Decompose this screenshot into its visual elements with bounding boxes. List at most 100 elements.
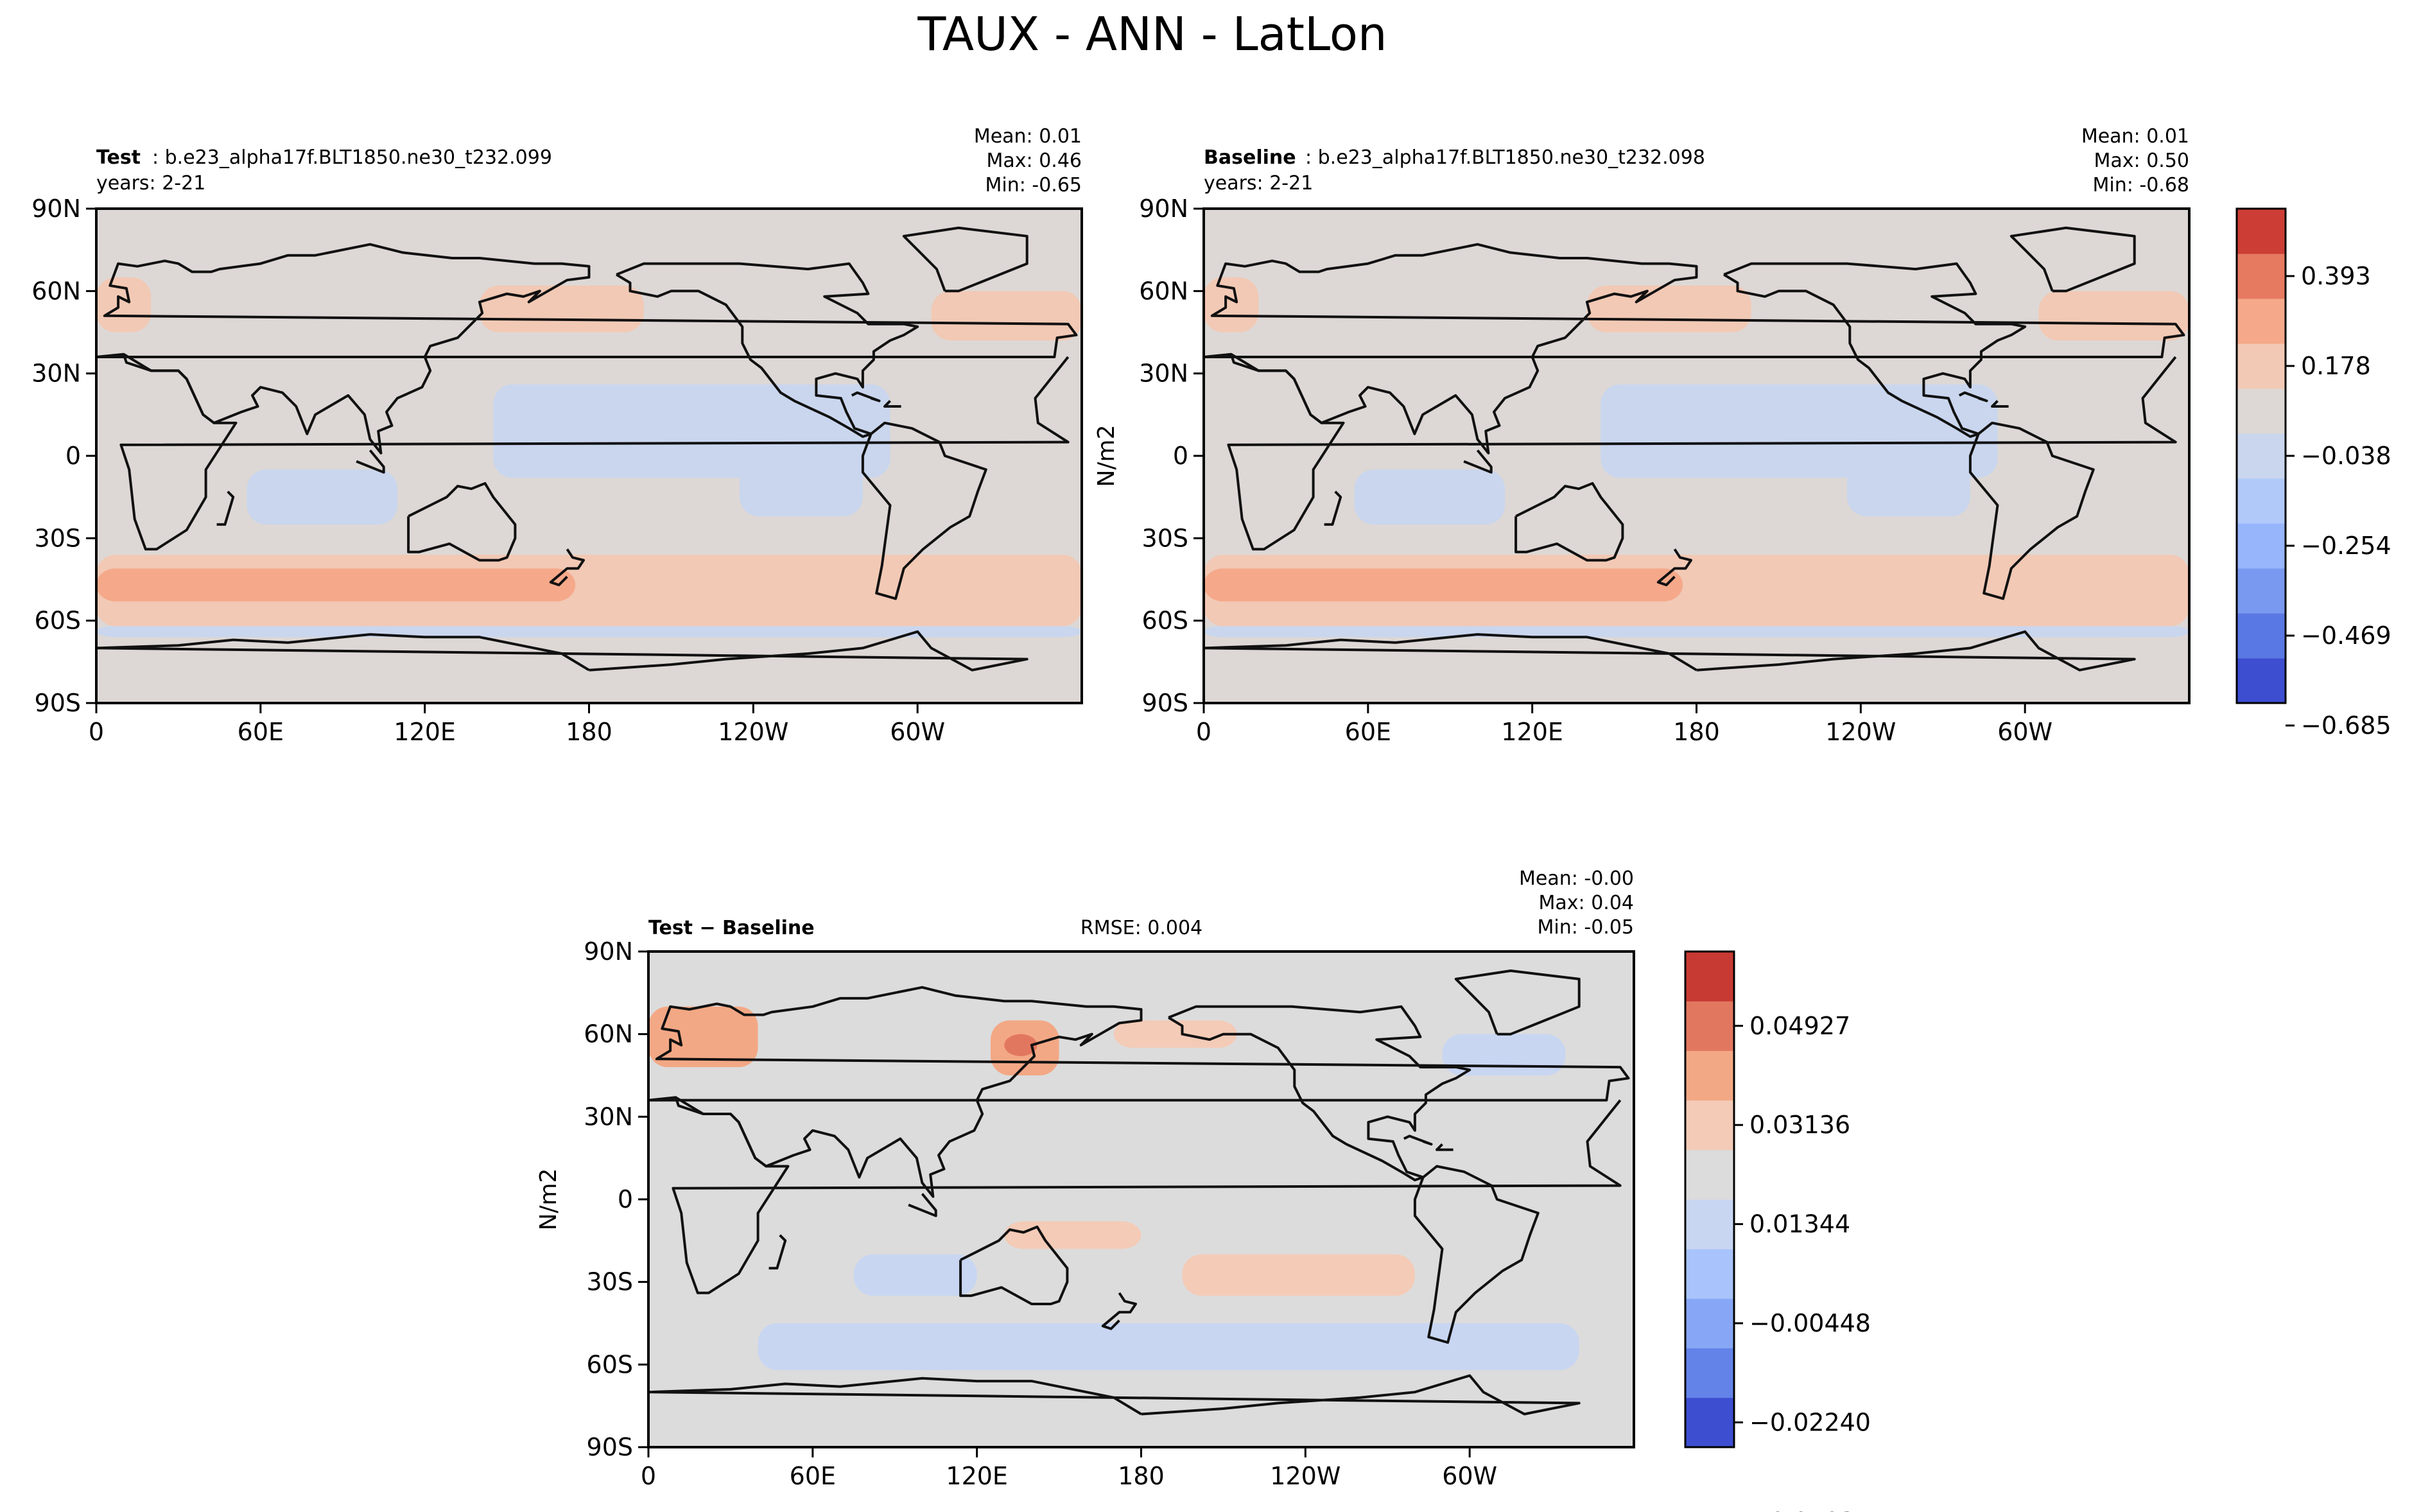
coastline — [549, 548, 585, 587]
field-band — [1354, 469, 1506, 525]
field-band — [493, 384, 890, 478]
diff-ylabel: N/m2 — [535, 1168, 562, 1230]
colorbar-segment — [1685, 1149, 1734, 1200]
colorbar-tick-label: −0.254 — [2301, 532, 2391, 560]
x-tick-label: 120E — [1501, 718, 1563, 746]
y-tick-label: 90N — [584, 937, 633, 966]
colorbar-segment — [1685, 952, 1734, 1002]
coastline — [1227, 352, 2177, 551]
field-band — [2038, 291, 2189, 341]
field-band — [1601, 384, 1998, 478]
test-map-panel: Test : b.e23_alpha17f.BLT1850.ne30_t232.… — [31, 125, 1083, 746]
field-band — [758, 1323, 1579, 1370]
coastline — [648, 986, 1630, 1198]
coastline — [96, 243, 1078, 455]
x-tick-label: 120W — [1825, 718, 1896, 746]
x-tick-label: 60W — [1997, 718, 2052, 746]
coastline — [1436, 1143, 1453, 1151]
coastline — [908, 1193, 937, 1217]
coastline — [648, 1374, 1581, 1416]
coastline — [1413, 1165, 1540, 1344]
baseline-map-panel: Baseline : b.e23_alpha17f.BLT1850.ne30_t… — [1093, 125, 2191, 746]
colorbar-segment — [2237, 568, 2286, 614]
colorbar-segment — [2237, 523, 2286, 569]
test-mean: Mean: 0.01 — [974, 125, 1082, 148]
coastline — [902, 226, 1028, 293]
x-tick-label: 120W — [1270, 1462, 1341, 1490]
coastline — [356, 449, 385, 474]
test-label-bold: Test — [96, 146, 141, 169]
colorbar-segment — [2237, 209, 2286, 254]
diff-label-bold: Test − Baseline — [648, 917, 815, 939]
y-tick-label: 60N — [31, 277, 81, 305]
field-layer — [96, 209, 1082, 703]
x-tick-label: 0 — [89, 718, 104, 746]
diff-min: Min: -0.05 — [1538, 916, 1635, 939]
field-band — [1204, 654, 2189, 703]
baseline-min: Min: -0.68 — [2093, 174, 2190, 196]
colorbar-segment — [1685, 1100, 1734, 1151]
coastline — [1991, 400, 2009, 408]
colorbar-segment — [1685, 1348, 1734, 1398]
x-tick-label: 180 — [1118, 1462, 1165, 1490]
coastline — [1204, 630, 2136, 672]
colorbar-segment — [2237, 433, 2286, 479]
field-band — [931, 291, 1082, 341]
x-tick-label: 120E — [946, 1462, 1008, 1490]
difference-colorbar: 0.04927 0.03136 0.01344 −0.00448 −0.02240 −0.… — [1684, 950, 1871, 1512]
colorbar-tick-label: 0.393 — [2301, 262, 2371, 290]
baseline-years: years: 2-21 — [1204, 172, 1313, 195]
field-band — [1113, 1020, 1237, 1048]
y-tick-label: 90S — [35, 689, 81, 717]
coastline — [1168, 1005, 1471, 1181]
x-tick-label: 120E — [394, 718, 456, 746]
y-tick-label: 0 — [618, 1185, 633, 1213]
coastline — [883, 400, 901, 408]
colorbar-segment — [2237, 658, 2286, 704]
colorbar-segment — [1685, 1050, 1734, 1101]
colorbar-tick-label: −0.469 — [2301, 621, 2391, 650]
colorbar-segment — [1685, 1199, 1734, 1249]
colorbar-segment — [2237, 613, 2286, 659]
y-tick-label: 60S — [1142, 607, 1188, 635]
colorbar-tick-label: −0.00448 — [1749, 1309, 1871, 1337]
y-tick-label: 90N — [31, 195, 81, 223]
field-band — [247, 469, 398, 525]
field-band — [1182, 1254, 1415, 1296]
y-tick-label: 0 — [65, 442, 81, 470]
field-layer — [648, 952, 1634, 1447]
colorbar-segment — [1685, 1298, 1734, 1349]
field-band — [740, 461, 863, 517]
colorbar-tick-label: −0.685 — [2301, 711, 2391, 740]
y-tick-label: 90S — [587, 1433, 633, 1461]
x-tick-label: 60W — [890, 718, 945, 746]
x-tick-label: 180 — [1673, 718, 1720, 746]
coastline — [1101, 1292, 1137, 1330]
y-tick-label: 90N — [1139, 195, 1188, 223]
test-max: Max: 0.46 — [987, 150, 1082, 172]
x-tick-label: 180 — [566, 718, 612, 746]
colorbar-segment — [2237, 343, 2286, 389]
coastline — [1454, 969, 1581, 1036]
coastline — [672, 1096, 1622, 1294]
field-band — [1847, 461, 1970, 517]
field-band — [479, 285, 644, 333]
coastline — [616, 262, 919, 439]
colorbar-segment — [2237, 388, 2286, 434]
diff-mean: Mean: -0.00 — [1519, 867, 1634, 890]
field-band — [853, 1254, 977, 1296]
field-band — [1586, 285, 1751, 333]
y-tick-label: 90S — [1142, 689, 1188, 717]
y-tick-label: 30N — [31, 360, 81, 388]
field-band — [96, 626, 1082, 638]
coastline — [1656, 548, 1692, 587]
x-tick-label: 60E — [790, 1462, 836, 1490]
coastline — [96, 630, 1028, 672]
x-tick-label: 60W — [1442, 1462, 1497, 1490]
x-tick-label: 0 — [1196, 718, 1211, 746]
y-tick-label: 30N — [584, 1102, 633, 1131]
coastline — [1324, 491, 1342, 526]
baseline-max: Max: 0.50 — [2094, 150, 2189, 172]
baseline-label-case: : b.e23_alpha17f.BLT1850.ne30_t232.098 — [1305, 146, 1705, 169]
